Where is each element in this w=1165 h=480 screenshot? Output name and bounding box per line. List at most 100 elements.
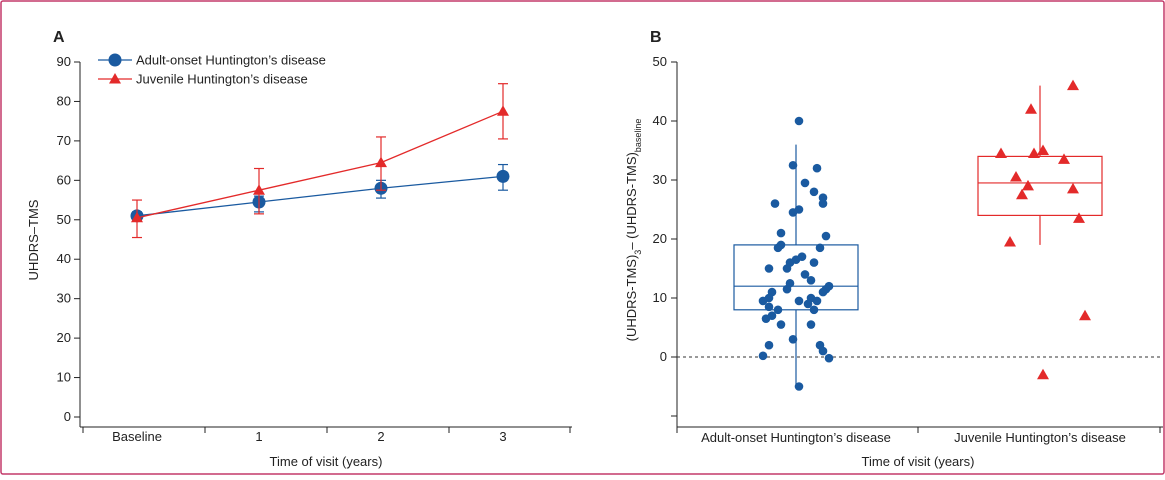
data-point-adult bbox=[773, 305, 783, 315]
y-axis-title: (UHDRS-TMS)3– (UHDRS-TMS)baseline bbox=[624, 119, 643, 342]
panel-a-chart: 0 10 20 30 40 50 60 70 80 90 Baseline 1 2 3 Time of vi… bbox=[26, 53, 572, 469]
data-point-adult bbox=[812, 163, 822, 173]
data-point-adult bbox=[809, 258, 819, 267]
y-axis-title-part: – (UHDRS-TMS) bbox=[624, 152, 639, 250]
data-point-adult bbox=[806, 320, 816, 329]
data-point-adult bbox=[758, 351, 768, 361]
boxplot-adult bbox=[733, 144, 859, 387]
x-tick-label: Juvenile Huntington’s disease bbox=[954, 430, 1126, 445]
data-point-adult bbox=[809, 187, 819, 197]
y-tick-label: 0 bbox=[660, 349, 667, 364]
data-point-adult bbox=[761, 314, 771, 323]
box-iqr bbox=[733, 244, 859, 311]
data-point-adult bbox=[496, 169, 510, 183]
data-point-adult bbox=[794, 116, 804, 126]
x-axis-title: Time of visit (years) bbox=[270, 454, 383, 469]
y-tick-label: 50 bbox=[653, 54, 667, 69]
data-point-juvenile bbox=[1073, 212, 1085, 223]
data-point-juvenile bbox=[1004, 235, 1016, 247]
data-point-juvenile bbox=[1016, 188, 1028, 200]
data-point-adult bbox=[788, 160, 798, 170]
series-line-adult bbox=[136, 175, 504, 217]
data-point-adult bbox=[782, 284, 792, 294]
y-axis-title-subscript: baseline bbox=[633, 119, 643, 153]
data-point-juvenile bbox=[1028, 147, 1040, 158]
data-point-juvenile bbox=[1067, 79, 1079, 91]
data-point-adult bbox=[806, 276, 816, 285]
x-axis-title: Time of visit (years) bbox=[862, 454, 975, 469]
data-point-adult bbox=[782, 264, 792, 273]
panel-b-letter: B bbox=[650, 29, 662, 46]
y-tick-label: 10 bbox=[57, 370, 71, 385]
legend-label: Juvenile Huntington’s disease bbox=[136, 72, 308, 87]
y-tick-label: 80 bbox=[57, 93, 71, 108]
y-tick-label: 20 bbox=[57, 330, 71, 345]
y-tick-label: 20 bbox=[653, 231, 667, 246]
y-tick-label: 70 bbox=[57, 133, 71, 148]
data-point-adult bbox=[770, 199, 780, 208]
y-axis-title: UHDRS–TMS bbox=[26, 199, 41, 280]
boxplot-juvenile bbox=[977, 85, 1103, 245]
data-point-juvenile bbox=[1022, 179, 1034, 191]
y-tick-label: 30 bbox=[653, 172, 667, 187]
data-point-adult bbox=[824, 353, 834, 363]
data-point-adult bbox=[776, 320, 786, 329]
data-point-juvenile bbox=[1067, 182, 1079, 194]
data-point-juvenile bbox=[375, 156, 387, 168]
legend-marker-adult bbox=[108, 53, 122, 67]
data-point-adult bbox=[818, 346, 828, 356]
data-point-juvenile bbox=[1037, 144, 1049, 155]
y-tick-label: 90 bbox=[57, 54, 71, 69]
data-point-adult bbox=[815, 243, 825, 253]
data-point-juvenile bbox=[253, 184, 265, 195]
data-point-adult bbox=[794, 296, 804, 306]
data-point-adult bbox=[764, 302, 774, 312]
legend-marker-juvenile bbox=[109, 73, 121, 84]
data-point-juvenile bbox=[995, 147, 1007, 158]
panel-a-letter: A bbox=[53, 29, 65, 46]
data-point-adult bbox=[758, 296, 768, 306]
data-point-juvenile bbox=[1010, 171, 1022, 182]
data-point-adult bbox=[773, 243, 783, 253]
data-point-adult bbox=[794, 205, 804, 214]
x-tick-label: Baseline bbox=[112, 429, 162, 444]
data-point-juvenile bbox=[1025, 103, 1037, 114]
data-point-juvenile bbox=[1079, 309, 1091, 321]
x-tick-label: 1 bbox=[255, 429, 262, 444]
y-tick-label: 60 bbox=[57, 172, 71, 187]
legend: Adult-onset Huntington’s disease Juvenile… bbox=[98, 53, 326, 87]
legend-label: Adult-onset Huntington’s disease bbox=[136, 53, 326, 68]
panel-b-chart: 0 10 20 30 40 50 Adult-onset Huntington’s dise… bbox=[624, 54, 1163, 469]
data-point-adult bbox=[818, 199, 828, 208]
y-tick-label: 30 bbox=[57, 291, 71, 306]
data-point-adult bbox=[809, 305, 819, 315]
data-point-juvenile bbox=[497, 105, 509, 116]
y-axis-title-subscript: 3 bbox=[633, 250, 643, 255]
y-tick-label: 40 bbox=[653, 113, 667, 128]
y-axis-title-part: (UHDRS-TMS) bbox=[624, 255, 639, 342]
data-point-adult bbox=[803, 299, 813, 309]
data-point-adult bbox=[818, 193, 828, 202]
x-tick-label: 2 bbox=[377, 429, 384, 444]
y-tick-label: 50 bbox=[57, 212, 71, 227]
data-point-adult bbox=[800, 178, 810, 188]
data-point-adult bbox=[764, 264, 774, 273]
box-iqr bbox=[977, 155, 1103, 216]
y-tick-label: 10 bbox=[653, 290, 667, 305]
data-point-adult bbox=[812, 296, 822, 306]
data-point-adult bbox=[776, 228, 786, 238]
series-line-juvenile bbox=[136, 110, 504, 219]
data-point-adult bbox=[824, 281, 834, 291]
data-point-adult bbox=[788, 335, 798, 344]
y-tick-label: 40 bbox=[57, 251, 71, 266]
data-point-adult bbox=[794, 382, 804, 391]
data-point-adult bbox=[821, 231, 831, 241]
x-tick-label: 3 bbox=[499, 429, 506, 444]
data-point-juvenile bbox=[1058, 153, 1070, 164]
data-point-adult bbox=[764, 340, 774, 350]
data-point-juvenile bbox=[1037, 368, 1049, 380]
data-point-adult bbox=[818, 287, 828, 297]
data-point-juvenile bbox=[131, 211, 143, 223]
